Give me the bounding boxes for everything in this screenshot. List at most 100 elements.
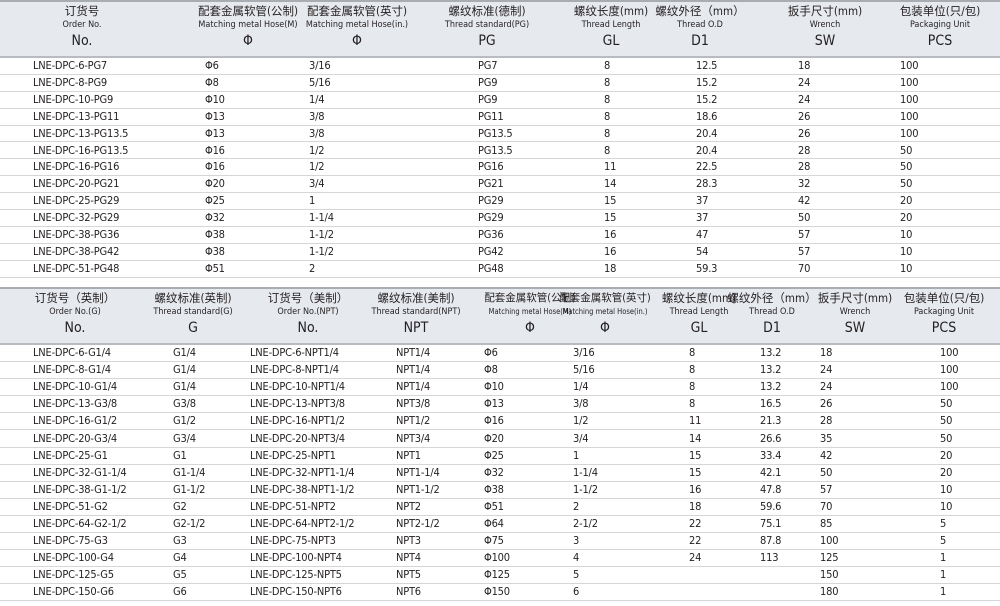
table-row: LNE-DPC-13-PG11 Φ13 3/8 PG11 8 18.6 26 100 bbox=[0, 109, 1000, 126]
cell-wrench: 35 bbox=[820, 431, 833, 445]
cell-wrench: 57 bbox=[798, 228, 811, 241]
cell-thread-npt: NPT1-1/2 bbox=[396, 482, 440, 496]
cell-thread-npt: NPT1/4 bbox=[396, 380, 431, 394]
cell-hose-metric: Φ20 bbox=[484, 431, 504, 445]
cell-hose-metric: Φ16 bbox=[205, 143, 225, 157]
header-packaging: 包装单位(只/包) Packaging Unit PCS bbox=[904, 292, 985, 335]
header-thread-length: 螺纹长度(mm) Thread Length GL bbox=[662, 292, 736, 335]
cell-order-no-g: LNE-DPC-6-G1/4 bbox=[33, 346, 111, 359]
cell-thread-od: 42.1 bbox=[760, 465, 782, 479]
header-zh-label: 扳手尺寸(mm) bbox=[817, 291, 893, 305]
table-row: LNE-DPC-20-PG21 Φ20 3/4 PG21 14 28.3 32 50 bbox=[0, 176, 1000, 194]
cell-thread-length: 8 bbox=[604, 92, 611, 106]
cell-wrench: 18 bbox=[798, 59, 811, 72]
cell-thread-length: 8 bbox=[689, 346, 696, 359]
table-row: LNE-DPC-25-G1 G1 LNE-DPC-25-NPT1 NPT1 Φ25 1 15… bbox=[0, 448, 1000, 465]
cell-thread-length: 22 bbox=[689, 534, 702, 548]
cell-hose-inch: 2-1/2 bbox=[573, 517, 598, 530]
header-thread-npt: 螺纹标准(美制) Thread standard(NPT) NPT bbox=[372, 291, 461, 335]
header-zh-label: 螺纹标准(美制) bbox=[377, 291, 455, 305]
cell-thread-pg: PG9 bbox=[478, 75, 498, 89]
cell-order-no-g: LNE-DPC-8-G1/4 bbox=[33, 363, 111, 377]
cell-order-no-g: LNE-DPC-125-G5 bbox=[33, 568, 114, 582]
cell-thread-g: G1/4 bbox=[173, 380, 196, 394]
cell-wrench: 26 bbox=[820, 397, 833, 411]
cell-thread-length: 8 bbox=[604, 59, 611, 72]
cell-packaging: 10 bbox=[900, 244, 913, 258]
header-hose-metric: 配套金属软管(公制) Matching metal Hose(M) Φ bbox=[198, 5, 298, 48]
header-en-label: Thread O.D bbox=[677, 20, 723, 30]
cell-hose-inch: 1/2 bbox=[309, 143, 325, 157]
header-zh-label: 配套金属软管(英寸) bbox=[559, 292, 651, 304]
cell-thread-length: 18 bbox=[689, 499, 702, 513]
cell-thread-length: 8 bbox=[604, 109, 611, 123]
table-row: LNE-DPC-16-PG13.5 Φ16 1/2 PG13.5 8 20.4 28 50 bbox=[0, 143, 1000, 160]
cell-hose-inch: 4 bbox=[573, 551, 580, 565]
header-thread-od: 螺纹外径（mm） Thread O.D D1 bbox=[727, 291, 817, 335]
cell-wrench: 100 bbox=[820, 534, 839, 548]
cell-packaging: 50 bbox=[940, 397, 953, 411]
cell-wrench: 24 bbox=[820, 363, 833, 377]
cell-hose-inch: 5/16 bbox=[573, 363, 595, 377]
cell-hose-metric: Φ150 bbox=[484, 585, 510, 599]
header-order-no-g: 订货号（英制） Order No.(G) No. bbox=[34, 291, 116, 335]
cell-order-no-npt: LNE-DPC-10-NPT1/4 bbox=[250, 380, 345, 394]
cell-order-no: LNE-DPC-51-PG48 bbox=[33, 261, 120, 275]
cell-thread-od: 15.2 bbox=[696, 75, 718, 89]
cell-thread-pg: PG13.5 bbox=[478, 126, 513, 140]
cell-hose-metric: Φ75 bbox=[484, 534, 504, 548]
table-row: LNE-DPC-8-G1/4 G1/4 LNE-DPC-8-NPT1/4 NPT1/4… bbox=[0, 362, 1000, 380]
cell-thread-od: 75.1 bbox=[760, 517, 782, 530]
header-sym-label: Φ bbox=[525, 320, 535, 336]
table-row: LNE-DPC-51-G2 G2 LNE-DPC-51-NPT2 NPT2 Φ51 2 18… bbox=[0, 499, 1000, 516]
cell-thread-npt: NPT1/2 bbox=[396, 414, 431, 428]
cell-packaging: 100 bbox=[940, 380, 959, 394]
cell-hose-metric: Φ51 bbox=[205, 261, 225, 275]
table-row: LNE-DPC-16-PG16 Φ16 1/2 PG16 11 22.5 28 50 bbox=[0, 159, 1000, 177]
table-row: LNE-DPC-20-G3/4 G3/4 LNE-DPC-20-NPT3/4 NPT3… bbox=[0, 431, 1000, 448]
cell-hose-metric: Φ100 bbox=[484, 551, 510, 565]
cell-thread-npt: NPT4 bbox=[396, 551, 421, 565]
cell-order-no: LNE-DPC-8-PG9 bbox=[33, 75, 108, 89]
header-thread-length: 螺纹长度(mm) Thread Length GL bbox=[573, 4, 649, 48]
cell-hose-inch: 1-1/2 bbox=[309, 228, 334, 241]
cell-packaging: 50 bbox=[900, 143, 913, 157]
cell-hose-inch: 1-1/2 bbox=[309, 244, 334, 258]
cell-thread-length: 22 bbox=[689, 517, 702, 530]
cell-hose-metric: Φ13 bbox=[205, 109, 225, 123]
table-row: LNE-DPC-38-PG36 Φ38 1-1/2 PG36 16 47 57 10 bbox=[0, 227, 1000, 244]
cell-hose-metric: Φ13 bbox=[205, 126, 225, 140]
cell-hose-metric: Φ8 bbox=[205, 75, 219, 89]
header-zh-label: 订货号 bbox=[64, 4, 100, 18]
cell-order-no-npt: LNE-DPC-64-NPT2-1/2 bbox=[250, 517, 355, 530]
cell-thread-length: 16 bbox=[604, 228, 617, 241]
cell-packaging: 50 bbox=[900, 160, 913, 174]
cell-hose-inch: 1-1/4 bbox=[573, 465, 598, 479]
cell-packaging: 100 bbox=[900, 92, 919, 106]
table-row: LNE-DPC-8-PG9 Φ8 5/16 PG9 8 15.2 24 100 bbox=[0, 75, 1000, 92]
cell-hose-inch: 1/2 bbox=[573, 414, 589, 428]
cell-wrench: 28 bbox=[798, 160, 811, 174]
header-zh-label: 配套金属软管(英寸) bbox=[306, 4, 408, 18]
cell-hose-metric: Φ8 bbox=[484, 363, 498, 377]
cell-wrench: 24 bbox=[798, 75, 811, 89]
cell-thread-npt: NPT3/8 bbox=[396, 397, 431, 411]
header-en-label: Packaging Unit bbox=[913, 307, 975, 317]
header-zh-label: 订货号（英制） bbox=[34, 291, 116, 305]
cell-order-no-npt: LNE-DPC-32-NPT1-1/4 bbox=[250, 465, 355, 479]
header-zh-label: 螺纹长度(mm) bbox=[573, 4, 649, 18]
header-zh-label: 配套金属软管(公制) bbox=[484, 292, 576, 304]
cell-packaging: 50 bbox=[940, 431, 953, 445]
header-zh-label: 螺纹外径（mm） bbox=[727, 291, 817, 305]
cell-thread-g: G3/8 bbox=[173, 397, 196, 411]
cell-order-no-g: LNE-DPC-100-G4 bbox=[33, 551, 114, 565]
cell-packaging: 20 bbox=[940, 465, 953, 479]
cell-thread-od: 59.6 bbox=[760, 499, 782, 513]
cell-thread-od: 28.3 bbox=[696, 177, 718, 191]
cell-thread-length: 11 bbox=[604, 160, 617, 174]
cell-hose-inch: 3/8 bbox=[573, 397, 589, 411]
cell-wrench: 50 bbox=[820, 465, 833, 479]
cell-thread-pg: PG29 bbox=[478, 194, 504, 208]
header-en-label: Thread standard(G) bbox=[153, 307, 233, 317]
cell-hose-inch: 3/16 bbox=[309, 59, 331, 72]
